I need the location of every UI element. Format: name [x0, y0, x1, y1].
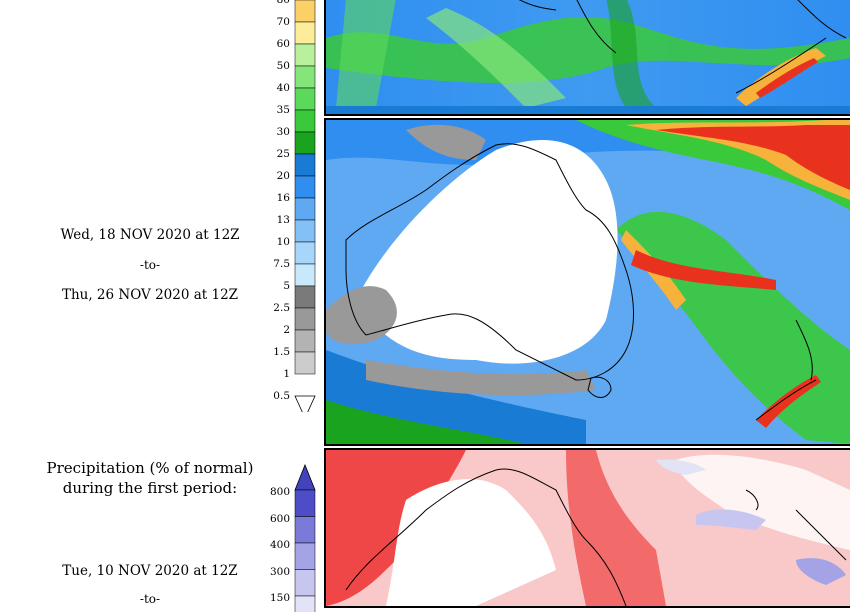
coastline — [518, 0, 847, 94]
anomaly-colorbar-top-triangle — [294, 463, 316, 491]
anomaly-colorbar-segment — [294, 542, 316, 570]
precip-colorbar-segment — [294, 43, 316, 67]
precip-colorbar-segment — [294, 65, 316, 89]
wet-anomaly-area — [656, 459, 706, 475]
nz-coastline — [755, 319, 817, 421]
rain-band — [426, 8, 566, 108]
anomaly-title: Precipitation (% of normal) during the f… — [46, 459, 254, 497]
precip-colorbar — [294, 0, 316, 412]
dry-area — [356, 140, 618, 364]
anomaly-colorbar — [294, 463, 316, 612]
precip-colorbar-bottom-triangle — [294, 395, 316, 412]
precip-colorbar-tick-label: 35 — [276, 104, 290, 116]
wet-anomaly-area — [696, 509, 766, 530]
precip-colorbar-tick-label: 16 — [276, 192, 290, 204]
precip-colorbar-segment — [294, 351, 316, 375]
anomaly-colorbar-tick-label: 800 — [269, 486, 290, 498]
green-band — [326, 400, 526, 444]
precip-colorbar-segment — [294, 0, 316, 23]
precip-colorbar-tick-label: 50 — [276, 60, 290, 72]
wet-anomaly-area — [796, 558, 846, 585]
precip-colorbar-tick-label: 25 — [276, 148, 290, 160]
precip-colorbar-segment — [294, 131, 316, 155]
precip-colorbar-segment — [294, 175, 316, 199]
australia-coastline — [345, 143, 634, 381]
precip-colorbar-segment — [294, 241, 316, 265]
anomaly-colorbar-segment — [294, 569, 316, 597]
dry-area — [406, 124, 486, 160]
precip-colorbar-segment — [294, 197, 316, 221]
tasmania-coastline — [587, 376, 612, 398]
precip-colorbar-tick-label: 20 — [276, 170, 290, 182]
heavy-rain-area-nz — [756, 375, 821, 428]
anomaly-colorbar-segment — [294, 595, 316, 612]
australia-coastline — [345, 468, 627, 606]
precip-colorbar-segment — [294, 219, 316, 243]
heavy-rain-area-east — [631, 250, 776, 290]
precip-colorbar-tick-label: 10 — [276, 236, 290, 248]
map-panel-anomaly — [324, 448, 850, 608]
anomaly-colorbar-tick-label: 150 — [269, 592, 290, 604]
precip-colorbar-tick-label: 30 — [276, 126, 290, 138]
anomaly-start-label: Tue, 10 NOV 2020 at 12Z — [62, 563, 238, 579]
nz-coastline — [745, 489, 847, 561]
rain-band — [606, 0, 656, 108]
precip-colorbar-tick-label: 40 — [276, 82, 290, 94]
anomaly-colorbar-tick-label: 600 — [269, 512, 290, 525]
precip-colorbar-tick-label: 1 — [283, 368, 290, 380]
heavy-rain-area-north — [656, 125, 850, 190]
precip-colorbar-tick-label: 0.5 — [273, 390, 290, 402]
precip-colorbar-tick-label: 1.5 — [273, 346, 290, 358]
precip-colorbar-tick-label: 5 — [283, 280, 290, 292]
precip-colorbar-segment — [294, 263, 316, 287]
anomaly-colorbar-tick-label: 400 — [269, 539, 290, 551]
normal-area — [386, 479, 556, 606]
dry-area — [366, 360, 596, 396]
precip-colorbar-tick-label: 2 — [283, 324, 290, 336]
precip-colorbar-tick-label: 60 — [276, 38, 290, 50]
normal-area — [676, 454, 850, 550]
map-panel-total-precip — [324, 118, 850, 446]
period-start-label: Wed, 18 NOV 2020 at 12Z — [60, 227, 240, 243]
map-panel-top — [324, 0, 850, 116]
dry-area — [326, 286, 397, 345]
period-end-label: Thu, 26 NOV 2020 at 12Z — [61, 287, 239, 303]
anomaly-colorbar-tick-label: 300 — [269, 565, 290, 578]
heavy-rain-area — [756, 58, 818, 98]
precip-colorbar-tick-label: 13 — [276, 214, 290, 226]
precip-colorbar-tick-label: 7.5 — [273, 258, 290, 270]
period-separator: -to- — [139, 258, 161, 272]
precip-colorbar-segment — [294, 329, 316, 353]
anomaly-colorbar-segment — [294, 516, 316, 544]
precip-colorbar-tick-label: 70 — [276, 16, 290, 28]
rain-band — [326, 17, 850, 84]
precip-colorbar-tick-label: 80 — [276, 0, 290, 6]
precip-colorbar-segment — [294, 307, 316, 331]
anomaly-colorbar-segment — [294, 489, 316, 517]
precip-colorbar-segment — [294, 21, 316, 45]
dry-anomaly-area — [566, 450, 666, 606]
precip-colorbar-segment — [294, 87, 316, 111]
precip-colorbar-segment — [294, 109, 316, 133]
precip-colorbar-tick-label: 2.5 — [273, 302, 290, 314]
precip-colorbar-segment — [294, 285, 316, 309]
rain-band — [336, 0, 396, 108]
precip-colorbar-segment — [294, 153, 316, 177]
